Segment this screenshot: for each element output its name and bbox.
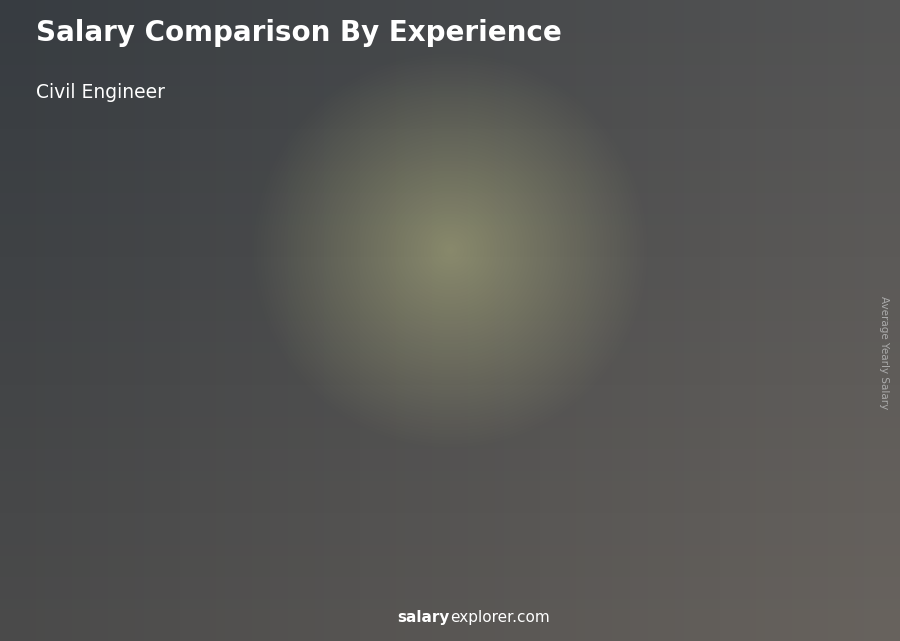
Bar <box>747 29 794 63</box>
Text: +8%: +8% <box>638 203 684 221</box>
Text: Civil Engineer: Civil Engineer <box>36 83 165 103</box>
Text: +31%: +31% <box>146 367 203 385</box>
Bar <box>747 29 864 34</box>
Polygon shape <box>673 243 749 570</box>
Bar <box>747 34 864 38</box>
Text: explorer.com: explorer.com <box>450 610 550 625</box>
Bar <box>747 73 864 78</box>
Polygon shape <box>383 324 406 570</box>
Polygon shape <box>309 338 383 570</box>
Polygon shape <box>430 276 527 290</box>
Polygon shape <box>262 390 284 570</box>
Polygon shape <box>430 290 505 570</box>
Polygon shape <box>187 404 262 570</box>
Text: 50,800 USD: 50,800 USD <box>59 413 129 427</box>
Text: salary: salary <box>398 610 450 625</box>
Text: Salary Comparison By Experience: Salary Comparison By Experience <box>36 19 562 47</box>
Text: 92,900 USD: 92,900 USD <box>302 308 372 321</box>
Bar <box>747 38 864 44</box>
Bar <box>747 53 864 58</box>
Polygon shape <box>749 228 770 570</box>
Text: +40%: +40% <box>267 300 325 318</box>
Text: 121,000 USD: 121,000 USD <box>545 238 623 251</box>
Text: +9%: +9% <box>517 228 562 246</box>
Polygon shape <box>505 276 527 570</box>
Text: Average Yearly Salary: Average Yearly Salary <box>878 296 889 409</box>
Polygon shape <box>552 268 627 570</box>
Text: 112,000 USD: 112,000 USD <box>424 261 501 274</box>
Bar <box>747 63 864 69</box>
Text: +20%: +20% <box>389 251 446 269</box>
Polygon shape <box>65 444 140 570</box>
Bar <box>747 44 864 49</box>
Polygon shape <box>187 390 284 404</box>
Text: 131,000 USD: 131,000 USD <box>667 213 744 226</box>
Bar <box>747 78 864 83</box>
Polygon shape <box>552 253 649 268</box>
Bar <box>747 49 864 53</box>
Polygon shape <box>627 253 649 570</box>
Bar <box>747 83 864 88</box>
Bar <box>747 58 864 63</box>
Polygon shape <box>140 429 162 570</box>
Bar <box>747 69 864 73</box>
Bar <box>747 88 864 93</box>
Polygon shape <box>65 429 162 444</box>
Polygon shape <box>673 228 770 243</box>
Polygon shape <box>309 324 406 338</box>
Text: 66,300 USD: 66,300 USD <box>181 375 250 388</box>
